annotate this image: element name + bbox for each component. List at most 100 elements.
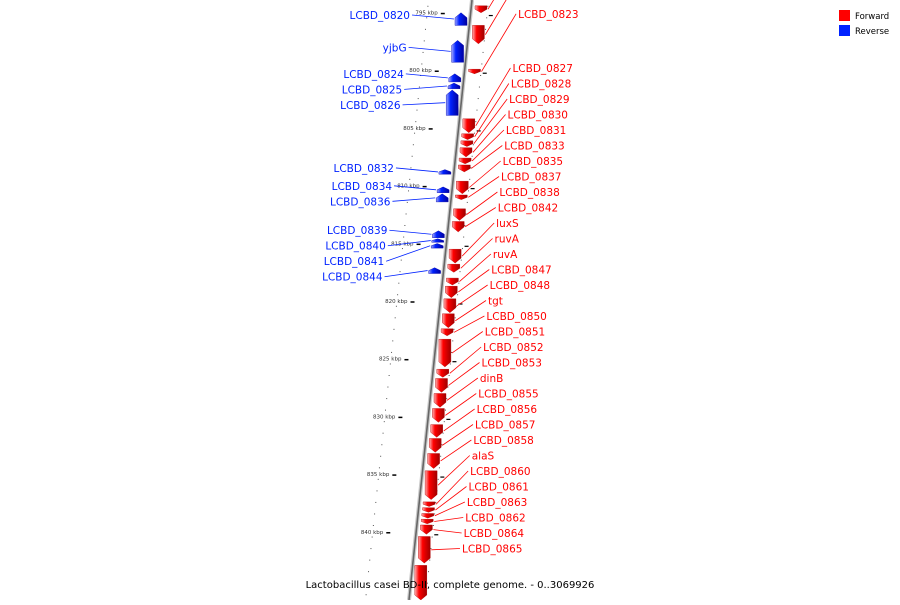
- forward-gene[interactable]: LCBD_0856: [430, 404, 538, 438]
- reverse-gene[interactable]: LCBD_0839: [327, 225, 445, 238]
- gene-label[interactable]: LCBD_0832: [333, 163, 393, 175]
- gene-label[interactable]: LCBD_0863: [467, 497, 527, 509]
- forward-gene[interactable]: dinB: [433, 373, 503, 408]
- gene-arrow[interactable]: [445, 286, 458, 298]
- gene-label[interactable]: dinB: [480, 373, 503, 385]
- gene-label[interactable]: LCBD_0847: [491, 265, 551, 277]
- gene-label[interactable]: LCBD_0864: [464, 528, 525, 540]
- gene-label[interactable]: LCBD_0840: [325, 241, 385, 253]
- gene-label[interactable]: LCBD_0862: [465, 513, 525, 525]
- gene-arrow[interactable]: [474, 5, 488, 13]
- gene-arrow[interactable]: [436, 369, 449, 378]
- gene-label[interactable]: LCBD_0831: [506, 125, 566, 137]
- gene-arrow[interactable]: [446, 89, 459, 116]
- forward-gene[interactable]: luxS: [448, 218, 519, 264]
- forward-gene[interactable]: LCBD_0851: [438, 327, 545, 368]
- gene-arrow[interactable]: [431, 243, 444, 249]
- gene-arrow[interactable]: [442, 313, 455, 328]
- gene-arrow[interactable]: [436, 193, 449, 203]
- forward-gene[interactable]: LCBD_0863: [421, 497, 528, 519]
- gene-label[interactable]: alaS: [472, 451, 495, 463]
- gene-label[interactable]: LCBD_0861: [468, 482, 528, 494]
- gene-arrow[interactable]: [456, 180, 469, 195]
- gene-label[interactable]: LCBD_0860: [470, 466, 530, 478]
- forward-gene[interactable]: tgt: [442, 296, 503, 328]
- gene-label[interactable]: LCBD_0824: [343, 69, 404, 81]
- gene-label[interactable]: LCBD_0857: [475, 420, 535, 432]
- forward-gene[interactable]: LCBD_0848: [443, 280, 550, 313]
- forward-gene[interactable]: LCBD_0857: [429, 420, 535, 453]
- reverse-gene[interactable]: yjbG: [383, 40, 464, 63]
- gene-arrow[interactable]: [432, 408, 445, 423]
- forward-gene[interactable]: LCBD_0821: [472, 0, 582, 45]
- gene-label[interactable]: LCBD_0839: [327, 225, 387, 237]
- gene-label[interactable]: LCBD_0856: [477, 404, 538, 416]
- gene-arrow[interactable]: [430, 424, 443, 438]
- gene-arrow[interactable]: [422, 501, 436, 507]
- gene-arrow[interactable]: [460, 140, 474, 147]
- forward-gene[interactable]: LCBD_0861: [422, 482, 529, 513]
- gene-arrow[interactable]: [438, 339, 452, 368]
- forward-gene[interactable]: LCBD_0860: [422, 466, 531, 507]
- gene-label[interactable]: ruvA: [495, 234, 520, 246]
- gene-label[interactable]: LCBD_0838: [499, 187, 559, 199]
- forward-gene[interactable]: LCBD_0827: [462, 63, 573, 133]
- gene-arrow[interactable]: [453, 208, 466, 221]
- gene-arrow[interactable]: [428, 267, 441, 274]
- gene-arrow[interactable]: [438, 169, 452, 175]
- forward-gene[interactable]: LCBD_0855: [432, 389, 539, 423]
- gene-arrow[interactable]: [461, 133, 474, 140]
- gene-arrow[interactable]: [451, 40, 464, 63]
- forward-gene[interactable]: LCBD_0828: [461, 79, 572, 140]
- forward-gene[interactable]: LCBD_0829: [460, 94, 570, 147]
- gene-label[interactable]: LCBD_0848: [490, 280, 550, 292]
- gene-arrow[interactable]: [462, 118, 475, 133]
- gene-arrow[interactable]: [448, 248, 462, 264]
- gene-label[interactable]: LCBD_0828: [511, 79, 571, 91]
- forward-gene[interactable]: LCBD_0858: [427, 435, 534, 469]
- gene-label[interactable]: LCBD_0826: [340, 100, 401, 112]
- forward-gene[interactable]: LCBD_0847: [445, 265, 552, 298]
- reverse-gene[interactable]: LCBD_0834: [332, 181, 450, 193]
- gene-label[interactable]: LCBD_0842: [498, 203, 558, 215]
- gene-arrow[interactable]: [418, 536, 431, 564]
- gene-label[interactable]: LCBD_0825: [342, 84, 402, 96]
- forward-gene[interactable]: LCBD_0853: [435, 358, 542, 393]
- reverse-gene[interactable]: LCBD_0836: [330, 193, 449, 209]
- gene-label[interactable]: LCBD_0833: [504, 141, 564, 153]
- gene-label[interactable]: LCBD_0841: [324, 256, 384, 268]
- gene-label[interactable]: LCBD_0830: [508, 110, 568, 122]
- gene-arrow[interactable]: [443, 298, 457, 313]
- gene-label[interactable]: LCBD_0853: [482, 358, 542, 370]
- reverse-gene[interactable]: LCBD_0825: [342, 82, 461, 96]
- forward-gene[interactable]: LCBD_0833: [458, 141, 565, 173]
- gene-arrow[interactable]: [454, 12, 468, 26]
- gene-arrow[interactable]: [468, 68, 481, 75]
- gene-arrow[interactable]: [452, 221, 465, 233]
- gene-arrow[interactable]: [422, 507, 435, 513]
- forward-gene[interactable]: LCBD_0864: [420, 524, 525, 540]
- gene-arrow[interactable]: [472, 25, 485, 45]
- forward-gene[interactable]: LCBD_0842: [452, 203, 558, 233]
- gene-arrow[interactable]: [459, 147, 473, 158]
- gene-label[interactable]: LCBD_0829: [509, 94, 569, 106]
- gene-label[interactable]: yjbG: [383, 42, 407, 54]
- forward-gene[interactable]: LCBD_0823: [468, 9, 579, 75]
- forward-gene[interactable]: ruvA: [447, 234, 520, 273]
- gene-label[interactable]: LCBD_0858: [473, 435, 533, 447]
- gene-arrow[interactable]: [427, 453, 440, 469]
- gene-arrow[interactable]: [420, 524, 433, 535]
- forward-gene[interactable]: LCBD_0837: [455, 172, 562, 200]
- gene-arrow[interactable]: [458, 164, 471, 173]
- forward-gene[interactable]: LCBD_0852: [436, 342, 544, 378]
- reverse-gene[interactable]: LCBD_0824: [343, 69, 461, 83]
- gene-arrow[interactable]: [447, 264, 460, 273]
- gene-arrow[interactable]: [431, 238, 444, 243]
- gene-label[interactable]: LCBD_0865: [462, 544, 522, 556]
- gene-arrow[interactable]: [433, 393, 447, 408]
- gene-arrow[interactable]: [448, 73, 461, 83]
- gene-label[interactable]: LCBD_0850: [486, 311, 546, 323]
- gene-arrow[interactable]: [446, 277, 459, 286]
- gene-label[interactable]: luxS: [496, 218, 519, 230]
- gene-label[interactable]: LCBD_0852: [483, 342, 543, 354]
